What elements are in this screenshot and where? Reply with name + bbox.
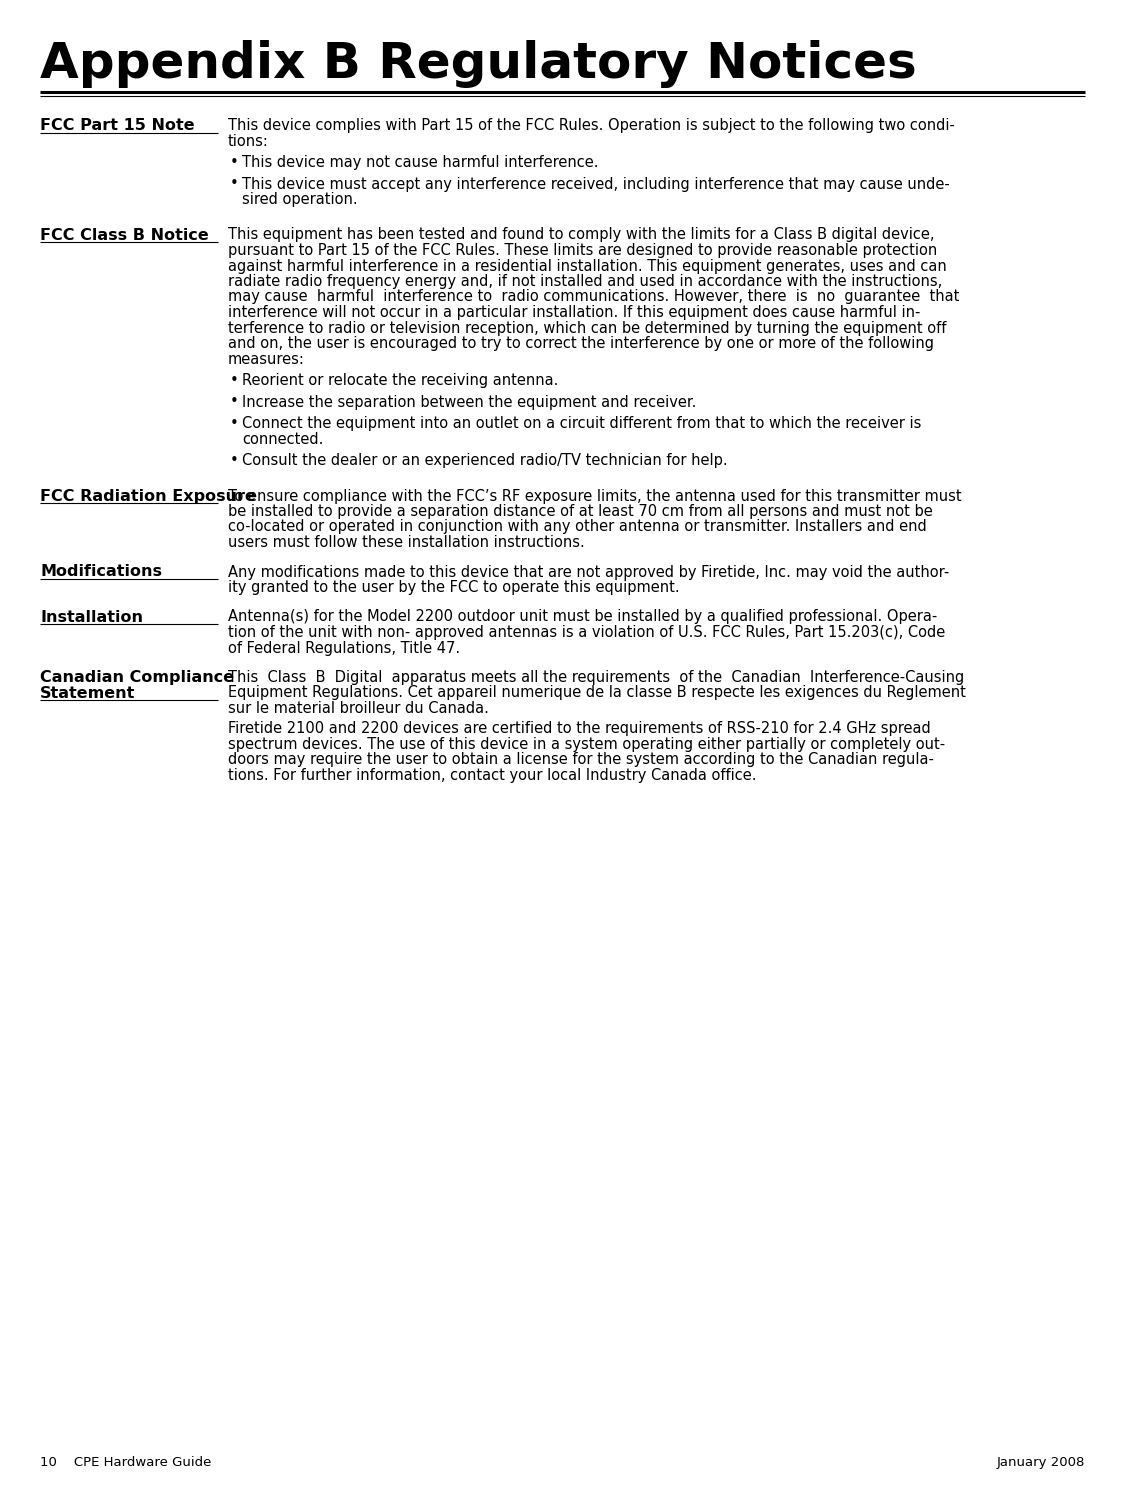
Text: Modifications: Modifications [40,564,162,579]
Text: co-located or operated in conjunction with any other antenna or transmitter. Ins: co-located or operated in conjunction wi… [228,519,927,534]
Text: FCC Class B Notice: FCC Class B Notice [40,227,209,242]
Text: This device must accept any interference received, including interference that m: This device must accept any interference… [242,176,950,191]
Text: spectrum devices. The use of this device in a system operating either partially : spectrum devices. The use of this device… [228,737,945,752]
Text: Increase the separation between the equipment and receiver.: Increase the separation between the equi… [242,394,696,409]
Text: 10    CPE Hardware Guide: 10 CPE Hardware Guide [40,1456,212,1469]
Text: •: • [229,453,238,468]
Text: pursuant to Part 15 of the FCC Rules. These limits are designed to provide reaso: pursuant to Part 15 of the FCC Rules. Th… [228,244,937,259]
Text: users must follow these installation instructions.: users must follow these installation ins… [228,535,585,550]
Text: Equipment Regulations. Cet appareil numerique de la classe B respecte les exigen: Equipment Regulations. Cet appareil nume… [228,686,966,701]
Text: tion of the unit with non- approved antennas is a violation of U.S. FCC Rules, P: tion of the unit with non- approved ante… [228,626,945,641]
Text: •: • [229,155,238,170]
Text: interference will not occur in a particular installation. If this equipment does: interference will not occur in a particu… [228,305,920,320]
Text: Antenna(s) for the Model 2200 outdoor unit must be installed by a qualified prof: Antenna(s) for the Model 2200 outdoor un… [228,609,937,624]
Text: •: • [229,373,238,388]
Text: •: • [229,417,238,432]
Text: •: • [229,394,238,409]
Text: measures:: measures: [228,352,305,367]
Text: Appendix B Regulatory Notices: Appendix B Regulatory Notices [40,41,917,89]
Text: terference to radio or television reception, which can be determined by turning : terference to radio or television recept… [228,320,946,335]
Text: Installation: Installation [40,609,143,624]
Text: doors may require the user to obtain a license for the system according to the C: doors may require the user to obtain a l… [228,752,934,767]
Text: This equipment has been tested and found to comply with the limits for a Class B: This equipment has been tested and found… [228,227,935,242]
Text: This device may not cause harmful interference.: This device may not cause harmful interf… [242,155,598,170]
Text: radiate radio frequency energy and, if not installed and used in accordance with: radiate radio frequency energy and, if n… [228,274,943,289]
Text: against harmful interference in a residential installation. This equipment gener: against harmful interference in a reside… [228,259,947,274]
Text: Reorient or relocate the receiving antenna.: Reorient or relocate the receiving anten… [242,373,558,388]
Text: This  Class  B  Digital  apparatus meets all the requirements  of the  Canadian : This Class B Digital apparatus meets all… [228,669,964,684]
Text: and on, the user is encouraged to try to correct the interference by one or more: and on, the user is encouraged to try to… [228,335,934,350]
Text: Firetide 2100 and 2200 devices are certified to the requirements of RSS-210 for : Firetide 2100 and 2200 devices are certi… [228,720,930,735]
Text: •: • [229,176,238,191]
Text: FCC Radiation Exposure: FCC Radiation Exposure [40,489,255,504]
Text: ity granted to the user by the FCC to operate this equipment.: ity granted to the user by the FCC to op… [228,581,680,596]
Text: This device complies with Part 15 of the FCC Rules. Operation is subject to the : This device complies with Part 15 of the… [228,117,955,132]
Text: sired operation.: sired operation. [242,193,358,208]
Text: To ensure compliance with the FCC’s RF exposure limits, the antenna used for thi: To ensure compliance with the FCC’s RF e… [228,489,962,504]
Text: connected.: connected. [242,432,323,447]
Text: may cause  harmful  interference to  radio communications. However, there  is  n: may cause harmful interference to radio … [228,289,960,304]
Text: FCC Part 15 Note: FCC Part 15 Note [40,117,195,132]
Text: January 2008: January 2008 [997,1456,1084,1469]
Text: Connect the equipment into an outlet on a circuit different from that to which t: Connect the equipment into an outlet on … [242,417,921,432]
Text: Canadian Compliance: Canadian Compliance [40,669,234,684]
Text: tions:: tions: [228,134,269,149]
Text: of Federal Regulations, Title 47.: of Federal Regulations, Title 47. [228,641,460,656]
Text: be installed to provide a separation distance of at least 70 cm from all persons: be installed to provide a separation dis… [228,504,933,519]
Text: sur le material broilleur du Canada.: sur le material broilleur du Canada. [228,701,489,716]
Text: Statement: Statement [40,686,135,701]
Text: tions. For further information, contact your local Industry Canada office.: tions. For further information, contact … [228,767,756,782]
Text: Any modifications made to this device that are not approved by Firetide, Inc. ma: Any modifications made to this device th… [228,564,950,579]
Text: Consult the dealer or an experienced radio/TV technician for help.: Consult the dealer or an experienced rad… [242,453,728,468]
